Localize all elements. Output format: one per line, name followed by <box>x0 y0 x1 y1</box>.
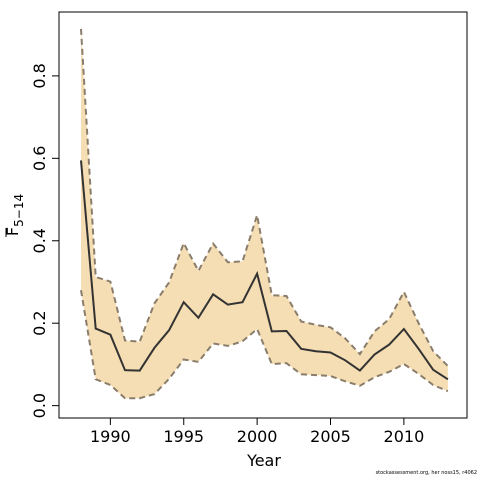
lower-bound-line <box>80 290 449 400</box>
svg-text:F5−14: F5−14 <box>3 194 26 236</box>
y-axis: 0.0 0.2 0.4 0.6 0.8 <box>30 63 59 418</box>
y-axis-title-subscript: 5−14 <box>12 194 26 227</box>
y-tick-label: 0.8 <box>30 63 49 88</box>
y-axis-title: F5−14 <box>3 194 26 237</box>
y-tick-label: 0.0 <box>30 393 49 418</box>
confidence-band <box>81 28 448 399</box>
x-axis: 1990 1995 2000 2005 2010 <box>90 418 424 446</box>
y-axis-title-main: F <box>3 227 22 236</box>
x-tick-label: 2010 <box>384 427 425 446</box>
upper-bound-line <box>80 28 449 367</box>
x-tick-label: 1990 <box>90 427 131 446</box>
x-axis-title: Year <box>246 451 281 470</box>
y-tick-label: 0.6 <box>30 146 49 171</box>
plot-frame <box>58 11 468 419</box>
x-tick-label: 2005 <box>310 427 351 446</box>
y-tick-label: 0.4 <box>30 228 49 253</box>
x-tick-label: 1995 <box>163 427 204 446</box>
footnote: stockassessment.org, her noss15, r4062 <box>375 470 477 476</box>
y-tick-label: 0.2 <box>30 310 49 335</box>
estimate-line <box>80 160 449 381</box>
x-tick-label: 2000 <box>237 427 278 446</box>
